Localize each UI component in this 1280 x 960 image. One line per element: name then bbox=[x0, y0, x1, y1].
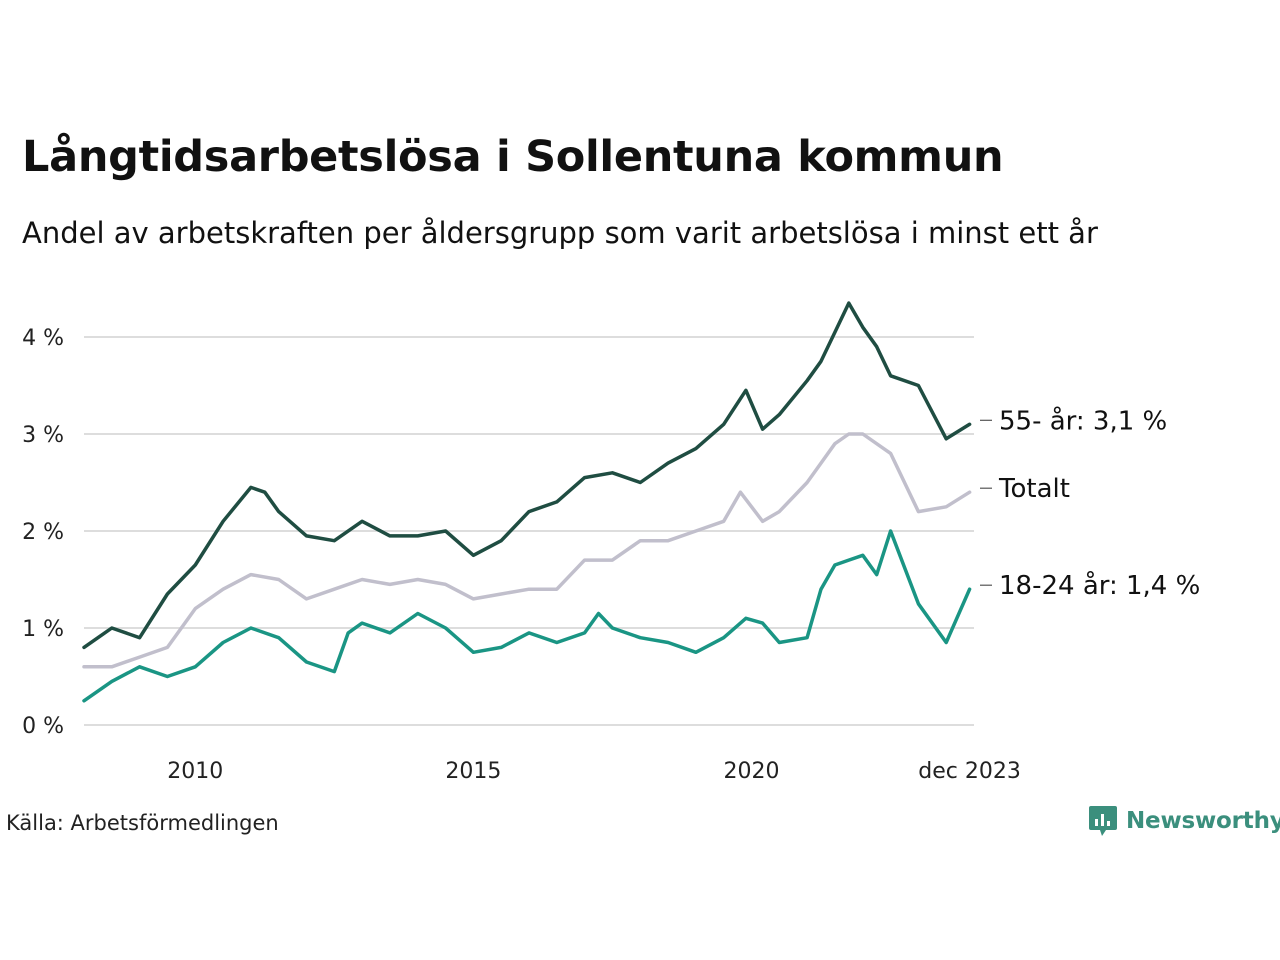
grid-lines bbox=[84, 336, 974, 726]
newsworthy-logo-icon bbox=[1089, 806, 1117, 836]
y-tick-label: 4 % bbox=[22, 326, 64, 351]
y-tick-label: 2 % bbox=[22, 520, 64, 545]
series-lines bbox=[82, 301, 972, 703]
series-label-1: 55- år: 3,1 % bbox=[999, 405, 1167, 436]
brand-name: Newsworthy bbox=[1126, 808, 1280, 834]
x-axis: 2010 2015 2020 dec 2023 bbox=[167, 759, 1021, 784]
source-note: Källa: Arbetsförmedlingen bbox=[6, 811, 279, 835]
series-labels: 55- år: 3,1 % Totalt 18-24 år: 1,4 % bbox=[980, 405, 1200, 601]
y-tick-label: 3 % bbox=[22, 423, 64, 448]
series-line-1 bbox=[82, 301, 972, 650]
x-tick-label: 2015 bbox=[445, 759, 501, 784]
brand-logo[interactable]: Newsworthy bbox=[1088, 804, 1280, 838]
series-line-2 bbox=[82, 432, 972, 669]
chart-subtitle: Andel av arbetskraften per åldersgrupp s… bbox=[22, 216, 1098, 250]
x-tick-label: dec 2023 bbox=[918, 759, 1021, 784]
chart-title: Långtidsarbetslösa i Sollentuna kommun bbox=[22, 132, 1004, 182]
x-tick-label: 2020 bbox=[724, 759, 780, 784]
y-tick-label: 1 % bbox=[22, 617, 64, 642]
series-line-3 bbox=[82, 529, 972, 703]
y-axis: 0 % 1 % 2 % 3 % 4 % bbox=[22, 326, 64, 739]
y-tick-label: 0 % bbox=[22, 714, 64, 739]
x-tick-label: 2010 bbox=[167, 759, 223, 784]
series-label-3: 18-24 år: 1,4 % bbox=[999, 570, 1200, 601]
series-label-2: Totalt bbox=[998, 474, 1070, 504]
